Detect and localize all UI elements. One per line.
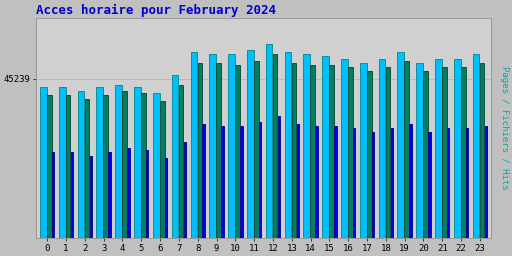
Bar	[235, 65, 240, 238]
Bar	[341, 59, 348, 238]
Bar	[480, 62, 484, 238]
Bar	[485, 126, 487, 238]
Bar	[254, 61, 259, 238]
Bar	[461, 67, 465, 238]
Bar	[103, 95, 108, 238]
Bar	[217, 62, 221, 238]
Bar	[379, 59, 386, 238]
Bar	[348, 67, 353, 238]
Bar	[228, 55, 235, 238]
Bar	[109, 152, 111, 238]
Bar	[247, 50, 253, 238]
Bar	[66, 95, 71, 238]
Y-axis label: Pages / Fichiers / Hits: Pages / Fichiers / Hits	[500, 66, 508, 190]
Bar	[466, 128, 468, 238]
Bar	[266, 44, 272, 238]
Bar	[165, 158, 167, 238]
Bar	[47, 95, 52, 238]
Bar	[160, 101, 164, 238]
Text: Acces horaire pour February 2024: Acces horaire pour February 2024	[36, 4, 276, 17]
Bar	[78, 91, 84, 238]
Bar	[179, 85, 183, 238]
Bar	[52, 152, 54, 238]
Bar	[153, 93, 160, 238]
Bar	[329, 65, 334, 238]
Bar	[428, 132, 431, 238]
Bar	[259, 122, 261, 238]
Bar	[353, 128, 355, 238]
Bar	[410, 124, 412, 238]
Bar	[184, 142, 186, 238]
Bar	[198, 62, 202, 238]
Bar	[391, 128, 393, 238]
Bar	[203, 124, 205, 238]
Bar	[115, 85, 122, 238]
Bar	[310, 65, 315, 238]
Bar	[404, 61, 409, 238]
Bar	[84, 99, 89, 238]
Bar	[315, 126, 318, 238]
Bar	[96, 87, 103, 238]
Bar	[334, 126, 336, 238]
Bar	[304, 55, 310, 238]
Bar	[447, 128, 450, 238]
Bar	[473, 55, 479, 238]
Bar	[127, 148, 130, 238]
Bar	[273, 55, 278, 238]
Bar	[122, 91, 127, 238]
Bar	[190, 52, 197, 238]
Bar	[278, 116, 280, 238]
Bar	[372, 132, 374, 238]
Bar	[240, 126, 243, 238]
Bar	[423, 71, 428, 238]
Bar	[397, 52, 404, 238]
Bar	[360, 62, 367, 238]
Bar	[416, 62, 423, 238]
Bar	[435, 59, 442, 238]
Bar	[40, 87, 47, 238]
Bar	[442, 67, 447, 238]
Bar	[172, 75, 178, 238]
Bar	[221, 126, 224, 238]
Bar	[285, 52, 291, 238]
Bar	[292, 62, 296, 238]
Bar	[454, 59, 461, 238]
Bar	[71, 152, 73, 238]
Bar	[367, 71, 372, 238]
Bar	[146, 150, 148, 238]
Bar	[386, 67, 390, 238]
Bar	[296, 124, 299, 238]
Bar	[322, 57, 329, 238]
Bar	[134, 87, 141, 238]
Bar	[209, 55, 216, 238]
Bar	[90, 156, 92, 238]
Bar	[141, 93, 146, 238]
Bar	[59, 87, 66, 238]
